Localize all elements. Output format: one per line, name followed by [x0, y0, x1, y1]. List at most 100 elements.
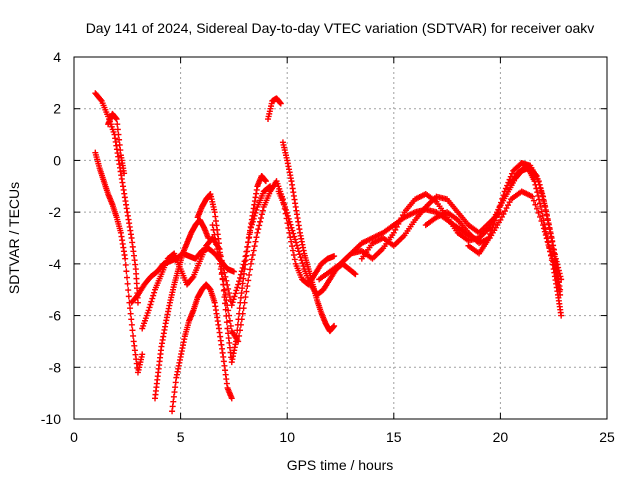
data-point	[288, 224, 295, 231]
y-tick-label: 4	[53, 49, 61, 65]
data-point	[251, 243, 258, 250]
data-point	[189, 274, 196, 281]
data-point	[540, 198, 547, 205]
data-point	[230, 296, 237, 303]
data-point	[546, 243, 553, 250]
data-point	[232, 290, 239, 297]
data-point	[254, 229, 261, 236]
series-arc-3	[105, 110, 128, 177]
data-point	[292, 236, 299, 243]
data-point	[545, 220, 552, 227]
x-tick-label: 15	[386, 429, 402, 445]
data-point	[558, 276, 565, 283]
data-point	[351, 270, 358, 277]
data-point	[294, 245, 301, 252]
data-point	[545, 239, 552, 246]
data-point	[535, 192, 542, 199]
data-point	[533, 172, 540, 179]
data-point	[352, 271, 359, 278]
data-point	[536, 181, 543, 188]
data-point	[289, 243, 296, 250]
data-point	[234, 284, 241, 291]
data-point	[531, 178, 538, 185]
data-point	[541, 221, 548, 228]
data-point	[530, 197, 537, 204]
data-point	[547, 229, 554, 236]
x-tick-label: 25	[599, 429, 615, 445]
data-point	[555, 267, 562, 274]
data-point	[224, 302, 231, 309]
data-point	[123, 274, 130, 281]
data-point	[558, 312, 565, 319]
data-point	[113, 116, 120, 123]
y-tick-label: -2	[49, 204, 62, 220]
data-point	[117, 147, 124, 154]
y-tick-label: 0	[53, 152, 61, 168]
series-arc-6	[152, 216, 212, 402]
data-point	[125, 293, 132, 300]
data-point	[277, 100, 284, 107]
data-point	[485, 234, 492, 241]
grid	[74, 57, 607, 419]
plot-frame	[73, 56, 608, 420]
data-point	[221, 286, 228, 293]
x-tick-label: 5	[177, 429, 185, 445]
data-point	[236, 274, 243, 281]
data-point	[535, 178, 542, 185]
series-arc-7	[169, 281, 235, 415]
data-point	[533, 205, 540, 212]
series-arc-9	[209, 178, 338, 345]
data-point	[502, 185, 509, 192]
data-point	[246, 271, 253, 278]
data-point	[213, 241, 220, 248]
data-point	[553, 258, 560, 265]
data-point	[262, 178, 269, 185]
data-point	[293, 242, 300, 249]
data-point	[543, 211, 550, 218]
data-point	[548, 257, 555, 264]
data-point	[235, 281, 242, 288]
data-point	[529, 193, 536, 200]
data-point	[295, 248, 302, 255]
data-point	[540, 217, 547, 224]
series-arc-14	[337, 191, 493, 267]
data-point	[225, 285, 232, 292]
data-point	[287, 221, 294, 228]
data-point	[124, 280, 131, 287]
data-point	[484, 237, 491, 244]
x-tick-label: 20	[493, 429, 509, 445]
data-point	[114, 121, 121, 128]
data-point	[283, 209, 290, 216]
data-point	[240, 305, 247, 312]
series-arc-12	[275, 188, 359, 298]
data-point	[226, 290, 233, 297]
axis-ticks: 0 5 10 15 20 25 -10 -8 -6 -4 -2 0 2 4	[41, 49, 615, 445]
data-point	[148, 298, 155, 305]
data-point	[289, 247, 296, 254]
data-point	[97, 96, 104, 103]
data-point	[146, 304, 153, 311]
data-point	[236, 327, 243, 334]
data-point	[123, 268, 130, 275]
data-point	[555, 264, 562, 271]
data-point	[543, 230, 550, 237]
data-point	[544, 215, 551, 222]
data-point	[538, 208, 545, 215]
data-point	[215, 250, 222, 257]
y-tick-label: -10	[41, 411, 61, 427]
data-point	[223, 319, 230, 326]
y-tick-label: -6	[49, 308, 62, 324]
data-point	[548, 233, 555, 240]
data-point	[256, 222, 263, 229]
data-point	[290, 230, 297, 237]
data-point	[229, 299, 236, 306]
data-points	[92, 90, 565, 415]
data-point	[127, 310, 134, 317]
series-arc-11	[279, 139, 338, 335]
data-point	[258, 215, 265, 222]
data-point	[147, 301, 154, 308]
chart-title: Day 141 of 2024, Sidereal Day-to-day VTE…	[86, 20, 595, 36]
y-tick-label: 2	[53, 101, 61, 117]
data-point	[231, 293, 238, 300]
